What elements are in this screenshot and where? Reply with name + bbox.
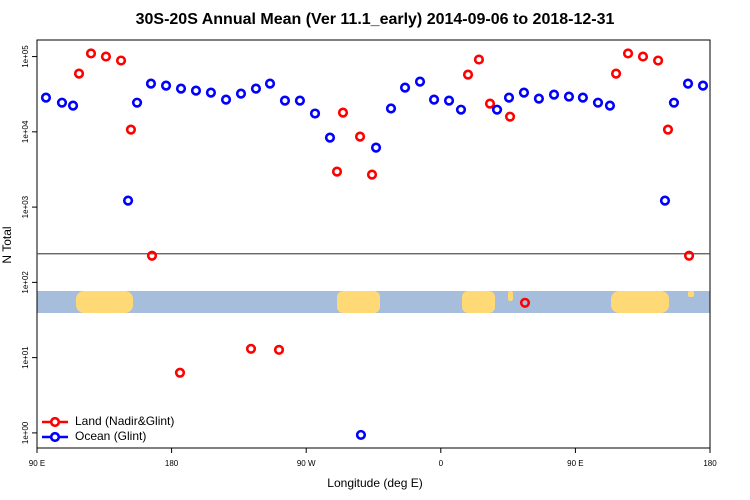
- point: [548, 89, 560, 100]
- point: [331, 166, 343, 177]
- point: [85, 48, 97, 59]
- x-tick-label: 0: [439, 459, 444, 468]
- point: [294, 95, 306, 106]
- point: [174, 367, 186, 378]
- legend-marker: [49, 431, 61, 443]
- land-patch: [462, 291, 495, 313]
- point: [637, 51, 649, 62]
- point: [414, 76, 426, 87]
- point: [370, 142, 382, 153]
- y-tick-label: 1e+01: [21, 346, 30, 369]
- chart-title: 30S-20S Annual Mean (Ver 11.1_early) 201…: [136, 11, 615, 28]
- point: [40, 92, 52, 103]
- land-patch: [76, 291, 133, 313]
- point: [56, 97, 68, 108]
- point: [245, 343, 257, 354]
- point: [131, 97, 143, 108]
- point: [160, 80, 172, 91]
- point: [604, 100, 616, 111]
- x-tick-label: 180: [165, 459, 179, 468]
- legend-label: Ocean (Glint): [75, 429, 146, 443]
- point: [220, 94, 232, 105]
- point: [337, 107, 349, 118]
- point: [205, 87, 217, 98]
- point: [697, 80, 709, 91]
- point: [610, 68, 622, 79]
- point: [354, 131, 366, 142]
- point: [592, 97, 604, 108]
- point: [73, 68, 85, 79]
- y-tick-label: 1e+02: [21, 271, 30, 294]
- land-patch: [508, 291, 513, 301]
- land-patch: [688, 291, 694, 297]
- land-patch: [337, 291, 380, 313]
- point: [125, 124, 137, 135]
- point: [122, 195, 134, 206]
- x-tick-label: 90 E: [567, 459, 583, 468]
- point: [455, 104, 467, 115]
- point: [473, 54, 485, 65]
- point: [399, 82, 411, 93]
- point: [577, 92, 588, 103]
- x-tick-label: 180: [703, 459, 717, 468]
- point: [264, 78, 276, 89]
- point: [682, 78, 694, 89]
- map-strip: [37, 291, 710, 313]
- point: [175, 83, 187, 94]
- point: [653, 55, 664, 66]
- point: [428, 94, 440, 105]
- point: [273, 344, 285, 355]
- y-axis-label: N Total: [0, 226, 14, 263]
- legend-marker: [49, 416, 61, 428]
- point: [250, 83, 262, 94]
- point: [355, 429, 367, 441]
- y-tick-label: 1e+03: [21, 195, 30, 218]
- point: [659, 195, 671, 206]
- point: [503, 92, 515, 103]
- point: [462, 69, 474, 80]
- point: [662, 124, 674, 135]
- point: [146, 250, 158, 261]
- point: [309, 108, 321, 119]
- plot-frame: [36, 39, 711, 449]
- point: [190, 85, 202, 96]
- point: [533, 93, 545, 104]
- y-tick-label: 1e+00: [21, 421, 30, 444]
- point: [668, 97, 680, 108]
- point: [491, 104, 503, 115]
- point: [519, 297, 531, 308]
- x-axis-label: Longitude (deg E): [327, 476, 422, 490]
- point: [324, 132, 336, 143]
- point: [100, 51, 112, 62]
- point: [622, 48, 634, 59]
- point: [484, 98, 496, 109]
- point: [67, 100, 79, 111]
- y-tick-label: 1e+05: [21, 45, 30, 68]
- land-patch: [611, 291, 669, 313]
- point: [518, 87, 530, 98]
- legend-label: Land (Nadir&Glint): [75, 414, 174, 428]
- point: [504, 111, 516, 122]
- point: [563, 91, 575, 102]
- y-tick-label: 1e+04: [21, 120, 30, 143]
- point: [683, 250, 695, 261]
- x-tick-label: 90 E: [29, 459, 45, 468]
- point: [366, 169, 378, 180]
- x-tick-label: 90 W: [297, 459, 316, 468]
- point: [235, 88, 247, 99]
- point: [443, 95, 455, 106]
- point: [279, 95, 291, 106]
- point: [115, 55, 127, 66]
- point: [145, 78, 157, 89]
- point: [385, 103, 397, 114]
